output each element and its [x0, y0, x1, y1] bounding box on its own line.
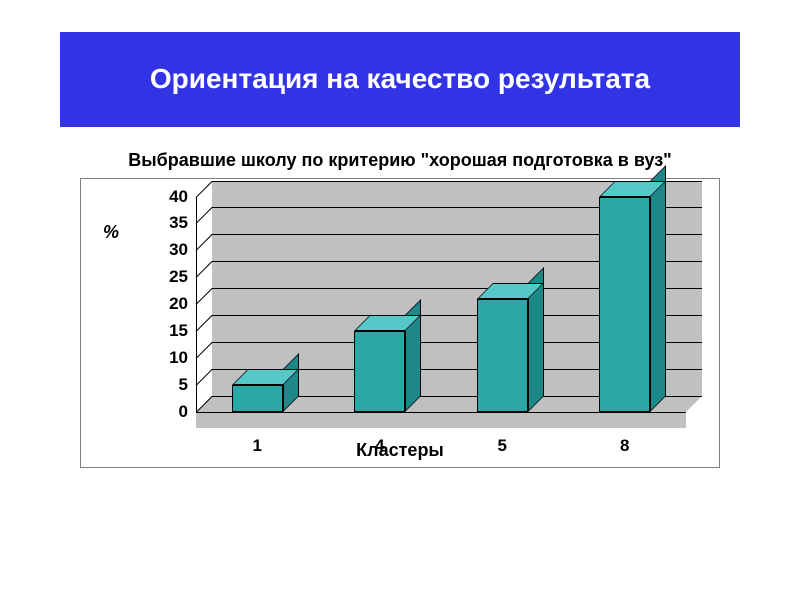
- y-tick-label: 35: [169, 213, 196, 233]
- bar-front: [477, 299, 528, 412]
- bar: [354, 331, 405, 412]
- bar-front: [599, 197, 650, 412]
- bar-side: [650, 165, 666, 412]
- y-tick-label: 30: [169, 240, 196, 260]
- y-tick-label: 40: [169, 187, 196, 207]
- y-tick-label: 5: [179, 375, 196, 395]
- plot-floor: [196, 412, 686, 428]
- x-axis-line: [196, 412, 686, 413]
- x-axis-label: Кластеры: [81, 440, 719, 461]
- y-tick-label: 15: [169, 321, 196, 341]
- plot-area: 05101520253035401458: [196, 197, 686, 412]
- gridline-connector: [196, 342, 213, 359]
- gridline-connector: [196, 234, 213, 251]
- y-tick-label: 20: [169, 294, 196, 314]
- slide-title: Ориентация на качество результата: [150, 63, 650, 95]
- y-tick-label: 25: [169, 267, 196, 287]
- bar: [599, 197, 650, 412]
- gridline-connector: [196, 261, 213, 278]
- y-tick-label: 10: [169, 348, 196, 368]
- gridline-connector: [196, 288, 213, 305]
- slide: Ориентация на качество результата Выбрав…: [0, 0, 800, 600]
- gridline-connector: [196, 315, 213, 332]
- bar: [477, 299, 528, 412]
- gridline-connector: [196, 208, 213, 225]
- bar: [232, 385, 283, 412]
- chart-title: Выбравшие школу по критерию "хорошая под…: [80, 150, 720, 172]
- title-band: Ориентация на качество результата: [60, 32, 740, 127]
- bar-front: [232, 385, 283, 412]
- y-axis-label: %: [103, 222, 119, 243]
- gridline-connector: [196, 181, 213, 198]
- chart-container: Выбравшие школу по критерию "хорошая под…: [80, 150, 720, 468]
- chart-box: % 05101520253035401458 Кластеры: [80, 178, 720, 468]
- gridline-connector: [196, 369, 213, 386]
- bar-front: [354, 331, 405, 412]
- y-tick-label: 0: [179, 402, 196, 422]
- y-axis-line: [196, 197, 197, 412]
